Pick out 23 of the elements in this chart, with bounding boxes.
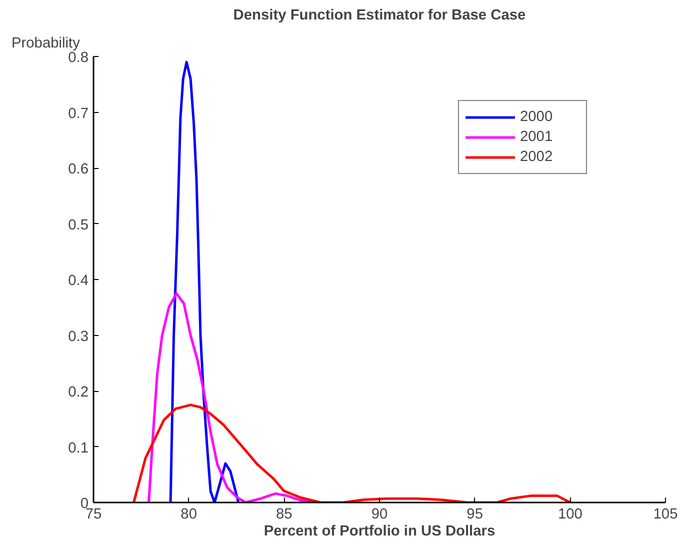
line-series: [132, 404, 572, 502]
chart-title: Density Function Estimator for Base Case: [233, 8, 526, 24]
x-tick-label: 90: [371, 506, 388, 522]
x-tick-label: 105: [653, 506, 678, 522]
y-tick-label: 0.1: [68, 440, 88, 456]
y-tick-label: 0.3: [68, 328, 88, 345]
y-tick-label: 0.2: [68, 384, 88, 400]
x-axis-title: Percent of Portfolio in US Dollars: [264, 524, 496, 540]
legend-label: 2001: [520, 129, 554, 145]
line-series: [169, 60, 240, 502]
y-tick-label: 0.8: [68, 50, 88, 66]
x-tick-label: 80: [180, 506, 197, 522]
line-series: [148, 292, 314, 502]
x-tick-label: 95: [466, 506, 483, 522]
legend-label: 2002: [520, 149, 554, 165]
y-tick-label: 0.7: [68, 106, 88, 122]
x-tick-label: 100: [558, 506, 582, 522]
y-tick-label: 0.4: [68, 273, 88, 289]
legend-label: 2000: [520, 109, 554, 125]
x-tick-label: 85: [276, 506, 292, 522]
y-tick-label: 0.5: [68, 217, 88, 234]
y-axis-title: Probability: [12, 36, 81, 52]
y-tick-label: 0.6: [68, 162, 88, 178]
